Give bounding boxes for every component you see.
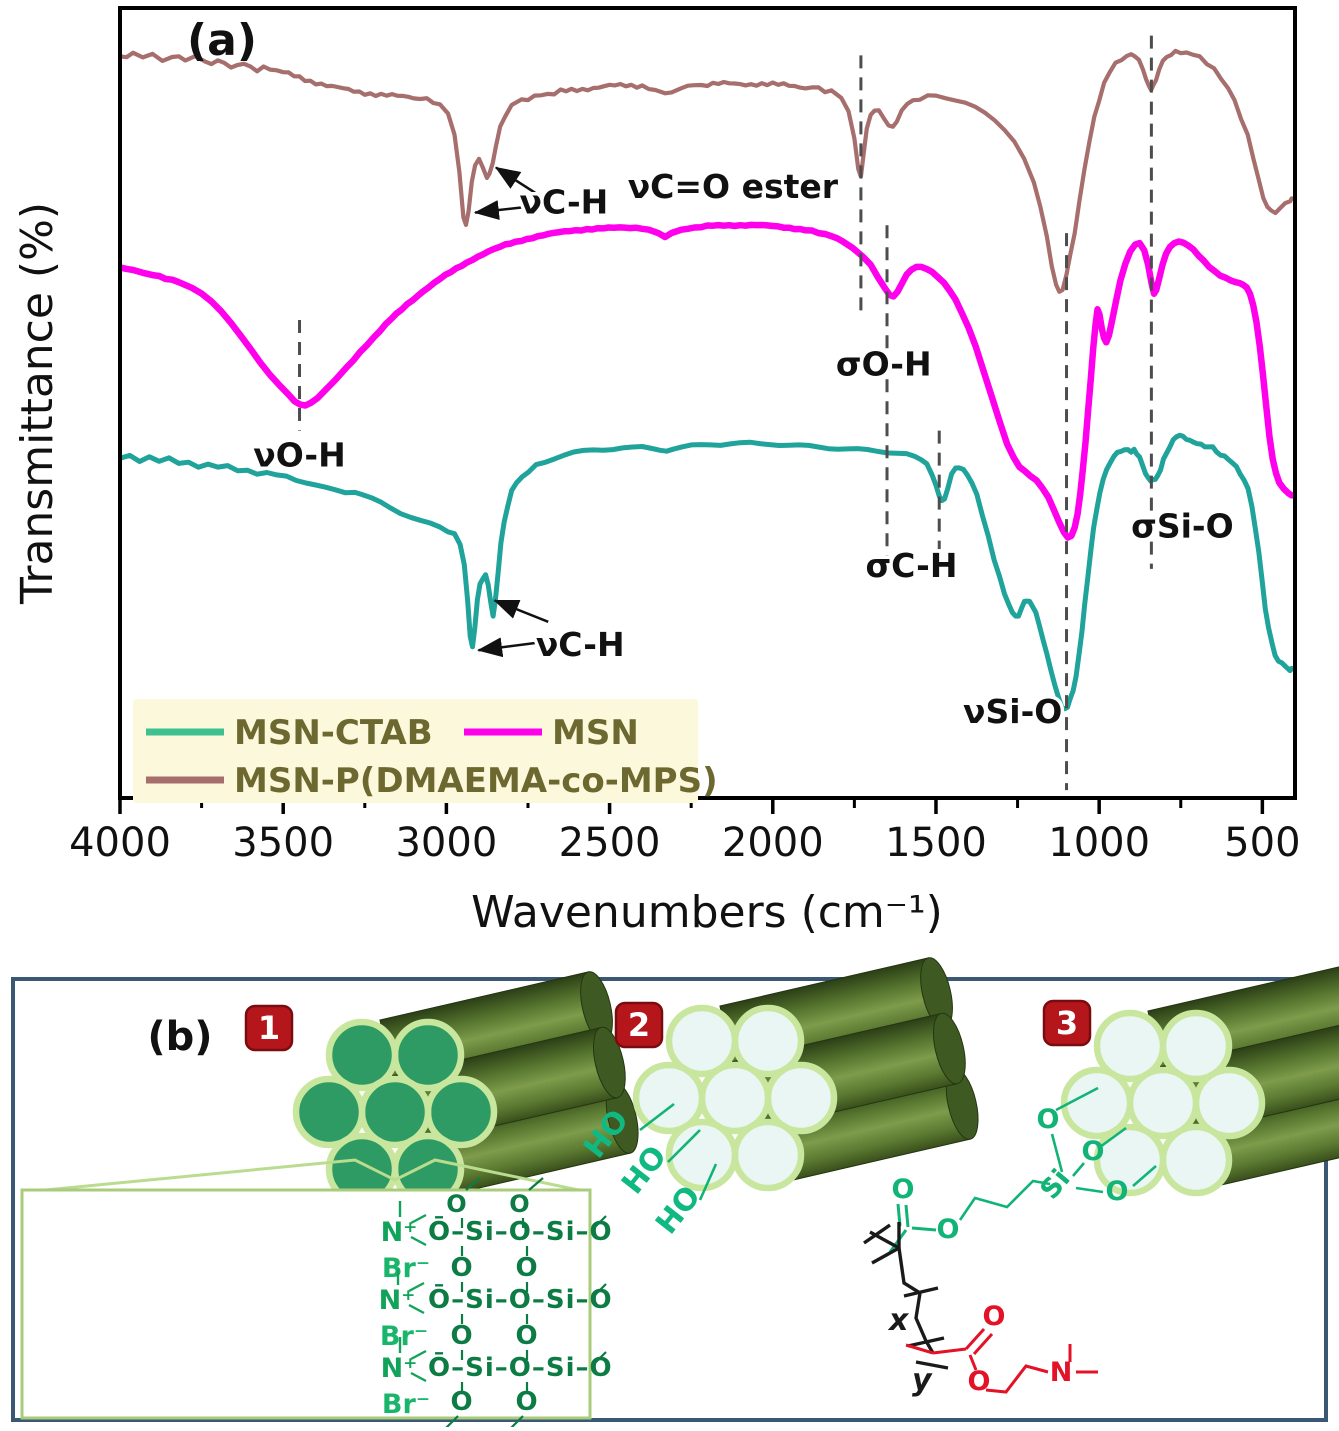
cylinder-end-cap — [932, 1012, 966, 1085]
x-tick-label: 1000 — [1048, 820, 1150, 866]
pore-face — [665, 1004, 739, 1078]
series-MSN-P(DMAEMA-co-MPS) — [120, 48, 1294, 294]
spectra-curves — [120, 48, 1295, 712]
x-repeat-label: x — [887, 1303, 910, 1338]
bromide-label: Br⁻ — [382, 1253, 430, 1284]
silane-graft-bonds — [958, 1086, 1157, 1221]
bridge-oxygen: O — [515, 1321, 538, 1351]
cylinder-end-cap — [592, 1026, 626, 1099]
oxygen-atom: O — [1037, 1104, 1060, 1135]
methoxy-oxygen: O — [509, 1190, 530, 1218]
panel-a-label: (a) — [187, 15, 257, 66]
step-badge-3: 3 — [1042, 999, 1092, 1047]
pore-face — [632, 1061, 706, 1135]
bridge-oxygen: O — [450, 1387, 473, 1417]
step-badge-2: 2 — [614, 1001, 664, 1049]
ammonium-methyl-bonds — [396, 1201, 427, 1383]
y-axis-title: Transmittance (%) — [12, 202, 63, 605]
series-MSN — [120, 221, 1295, 541]
pore-face — [1060, 1066, 1134, 1140]
x-tick-label: 2000 — [722, 820, 824, 866]
legend-box — [133, 699, 698, 803]
carbonyl-oxygen: O — [892, 1174, 915, 1205]
silica-bonds — [443, 1177, 607, 1431]
oxygen-atom: O — [1082, 1136, 1105, 1167]
x-tick-label: 3500 — [232, 820, 334, 866]
annotation-σC-H: σC-H — [865, 546, 957, 585]
annotation-νSi-O: νSi-O — [963, 692, 1062, 731]
zoom-callout-funnel — [24, 1158, 589, 1194]
plot-frame — [118, 6, 1297, 800]
dmaema-carbonyl-oxygen: O — [983, 1301, 1006, 1332]
ctab-zoom-box — [20, 1188, 592, 1420]
y-repeat-label: y — [912, 1363, 933, 1398]
badge-number: 2 — [628, 1006, 650, 1044]
pore-face — [325, 1018, 399, 1092]
bridge-oxygen: O — [515, 1387, 538, 1417]
ester-oxygen: O — [937, 1214, 960, 1245]
annotation-νC-H: νC-H — [536, 625, 625, 664]
annotation-arrow — [477, 637, 547, 658]
dmaema-bonds — [905, 1327, 1098, 1394]
pore-face — [665, 1118, 739, 1192]
polymer-backbone — [863, 1222, 949, 1370]
nanoparticle-bundle-2 — [632, 957, 979, 1192]
annotation-σO-H: σO-H — [836, 345, 932, 384]
methoxy-oxygen: O — [446, 1190, 467, 1218]
annotation-νO-H: νO-H — [253, 435, 345, 474]
bridge-oxygen: O — [450, 1253, 473, 1283]
annotation-arrow — [493, 599, 549, 623]
annotation-arrow — [494, 166, 536, 194]
x-tick-label: 4000 — [69, 820, 171, 866]
annotation-νC-H: νC-H — [519, 183, 608, 222]
annotation-νC=O ester: νC=O ester — [628, 167, 839, 206]
pore-face — [292, 1075, 366, 1149]
silica-row: Ō–Si–O–Si–O — [428, 1283, 613, 1315]
series-MSN-CTAB — [120, 432, 1295, 712]
bromide-label: Br⁻ — [380, 1321, 428, 1352]
x-axis-title: Wavenumbers (cm⁻¹) — [471, 887, 943, 938]
oxygen-atom: O — [1106, 1176, 1129, 1207]
x-tick-label: 3000 — [395, 820, 497, 866]
bridge-oxygen: O — [515, 1253, 538, 1283]
silica-row: Ō–Si–O–Si–O — [428, 1215, 613, 1247]
badge-box — [244, 1004, 294, 1052]
badge-number: 1 — [258, 1009, 280, 1047]
step-badge-1: 1 — [244, 1004, 294, 1052]
nanoparticle-bundle-1 — [292, 971, 639, 1206]
annotation-σSi-O: σSi-O — [1131, 506, 1234, 545]
dmaema-ester-oxygen: O — [968, 1366, 991, 1397]
silanol-bonds — [639, 1102, 718, 1201]
badge-box — [1042, 999, 1092, 1047]
pore-face — [731, 1118, 805, 1192]
legend-label-MSN: MSN — [552, 713, 639, 753]
silica-network: Ō–Si–O–Si–O Ō–Si–O–Si–O Ō–Si–O–Si–O O O … — [428, 1190, 613, 1417]
amine-nitrogen: N — [1050, 1357, 1073, 1388]
bromide-label: Br⁻ — [382, 1389, 430, 1420]
badge-number: 3 — [1056, 1004, 1078, 1042]
pore-face — [1093, 1123, 1167, 1197]
silica-row: Ō–Si–O–Si–O — [428, 1351, 613, 1383]
x-tick-label: 1500 — [885, 820, 987, 866]
bridge-oxygen: O — [450, 1321, 473, 1351]
ftir-chart: 4000 3500 3000 2500 2000 1500 1000 500 MSN-CTAB M… — [69, 6, 1301, 866]
pore-face — [1093, 1009, 1167, 1083]
x-tick-label: 500 — [1224, 820, 1300, 866]
legend-label-MSN-CTAB: MSN-CTAB — [234, 713, 433, 753]
x-tick-label: 2500 — [559, 820, 661, 866]
nanoparticle-bundle-3 — [1060, 962, 1339, 1197]
annotation-arrow — [473, 200, 534, 220]
panel-b-label: (b) — [147, 1014, 212, 1060]
pore-face — [1159, 1123, 1233, 1197]
scheme-artwork — [40, 957, 1339, 1398]
legend-label-MSN-P(DMAEMA-co-MPS): MSN-P(DMAEMA-co-MPS) — [234, 761, 718, 801]
badge-box — [614, 1001, 664, 1049]
